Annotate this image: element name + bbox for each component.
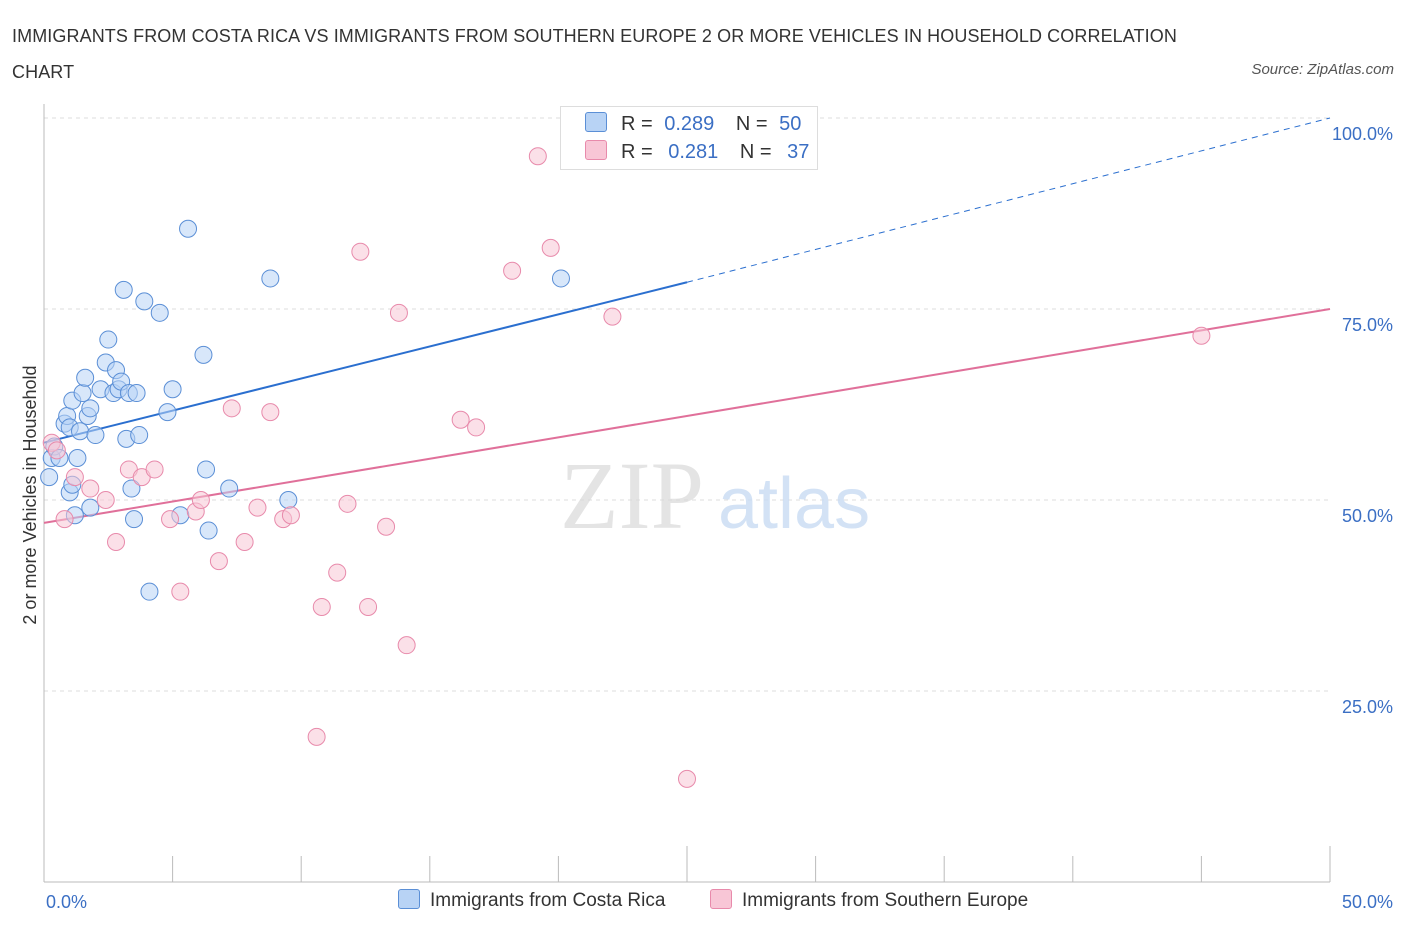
southern-europe-point [603,307,622,326]
costa-rica-point [40,468,59,487]
southern-europe-point [191,491,210,509]
costa-rica-point [179,219,198,238]
tick-labels: 25.0% 50.0% 75.0% 100.0% 0.0% 50.0% 2 or more … [20,124,1393,912]
southern-europe-r-value: 0.281 [668,141,719,163]
costa-rica-point [68,448,87,467]
y-tick-label: 100.0% [1332,124,1393,144]
stats-legend: R = 0.289 N = 50 R = 0.281 N = 37 [560,106,818,170]
costa-rica-point [194,345,213,364]
southern-europe-point [96,491,115,509]
southern-europe-point [145,460,164,479]
southern-europe-point [171,582,190,601]
costa-rica-point [73,384,92,403]
costa-rica-point [135,292,154,311]
southern-europe-point [359,597,378,616]
southern-europe-point [451,410,470,429]
southern-europe-point [397,636,416,655]
southern-europe-point [338,494,357,513]
bottom-legend-costa-rica: Immigrants from Costa Rica [398,889,665,912]
costa-rica-point [71,422,90,441]
southern-europe-point [235,533,254,552]
n-label: N = [735,113,768,135]
southern-europe-legend-label: Immigrants from Southern Europe [742,890,1029,911]
bottom-legend-southern-europe: Immigrants from Southern Europe [710,889,1028,912]
y-axis-title: 2 or more Vehicles in Household [20,365,40,624]
southern-europe-n-value: 37 [787,141,810,163]
southern-europe-swatch [585,140,607,160]
costa-rica-point [122,479,141,498]
southern-europe-point [503,261,522,280]
southern-europe-point [222,399,241,418]
costa-rica-point [197,460,216,479]
southern-europe-point [281,506,300,525]
costa-rica-point [130,426,149,445]
southern-europe-point [55,510,74,529]
costa-rica-point [140,582,159,601]
y-tick-label: 25.0% [1342,697,1393,717]
southern-europe-point [1192,326,1211,345]
costa-rica-point [551,269,570,288]
southern-europe-point [377,517,396,536]
southern-europe-point [161,510,180,529]
r-label: R = [621,113,653,135]
southern-europe-point [307,727,326,746]
southern-europe-point [351,242,370,261]
southern-europe-point [528,147,547,166]
costa-rica-point [158,403,177,422]
costa-rica-point [127,384,146,403]
costa-rica-point [99,330,118,349]
trend-lines [43,117,1331,524]
southern-europe-point [65,468,84,487]
watermark-zip: ZIP [560,442,704,549]
costa-rica-point [261,269,280,288]
costa-rica-point [81,399,100,418]
stats-legend-row-costa-rica: R = 0.289 N = 50 [585,112,801,136]
costa-rica-point [279,491,298,509]
costa-rica-point [81,498,100,517]
n-label: N = [739,141,772,163]
costa-rica-swatch [585,112,607,132]
southern-europe-point [261,403,280,422]
costa-rica-r-value: 0.289 [664,113,715,135]
southern-europe-point [467,418,486,437]
southern-europe-point [248,498,267,517]
southern-europe-point [312,597,331,616]
costa-rica-point [199,521,218,540]
axes [43,104,1331,883]
southern-europe-legend-swatch [710,889,732,909]
chart-title: IMMIGRANTS FROM COSTA RICA VS IMMIGRANTS… [12,26,1177,82]
costa-rica-point [163,380,182,399]
watermark: ZIP atlas [560,442,870,549]
southern-europe-point [81,479,100,498]
source-credit: Source: ZipAtlas.com [1251,61,1394,78]
costa-rica-legend-swatch [398,889,420,909]
costa-rica-point [86,426,105,445]
costa-rica-point [114,280,133,299]
costa-rica-point [125,510,144,529]
x-tick-label: 0.0% [46,892,87,912]
costa-rica-point [150,303,169,322]
southern-europe-point [209,552,228,571]
southern-europe-point [678,769,696,788]
costa-rica-legend-label: Immigrants from Costa Rica [430,890,666,911]
x-tick-label: 50.0% [1342,892,1393,912]
y-tick-label: 75.0% [1342,315,1393,335]
southern-europe-point [47,441,66,460]
southern-europe-point [541,238,560,257]
costa-rica-point [220,479,239,498]
data-points [40,147,1211,788]
costa-rica-trend-extension [686,117,1331,283]
r-label: R = [621,141,653,163]
southern-europe-point [328,563,347,582]
y-tick-label: 50.0% [1342,506,1393,526]
southern-europe-point [389,303,408,322]
costa-rica-trend-line [43,281,688,444]
watermark-atlas: atlas [718,464,870,544]
costa-rica-point [76,368,95,387]
costa-rica-n-value: 50 [779,113,802,135]
southern-europe-trend-line [43,308,1331,524]
stats-legend-row-southern-europe: R = 0.281 N = 37 [585,140,809,164]
southern-europe-point [107,533,126,552]
